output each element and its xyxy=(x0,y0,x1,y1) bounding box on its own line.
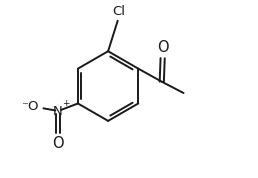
Text: N: N xyxy=(53,105,63,118)
Text: O: O xyxy=(157,40,169,55)
Text: ⁻O: ⁻O xyxy=(21,100,39,113)
Text: Cl: Cl xyxy=(112,5,125,18)
Text: +: + xyxy=(62,99,69,108)
Text: O: O xyxy=(52,136,64,151)
